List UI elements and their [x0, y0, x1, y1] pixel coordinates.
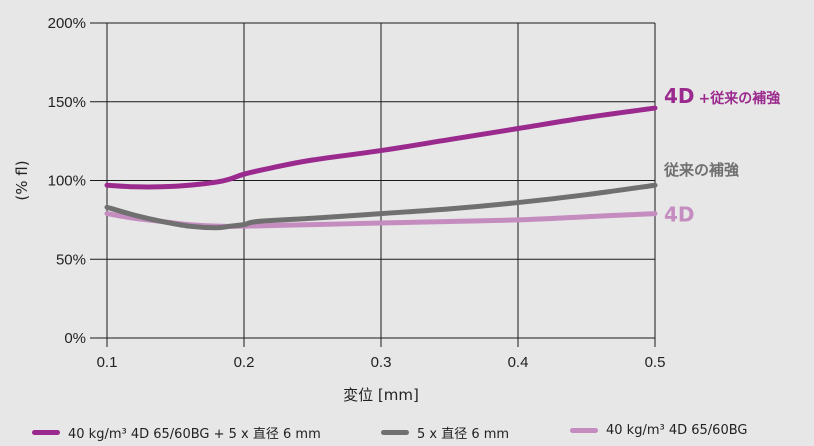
- y-tick-label: 0%: [64, 330, 86, 347]
- y-tick-label: 200%: [48, 15, 86, 32]
- legend-label: 40 kg/m³ 4D 65/60BG: [606, 423, 748, 438]
- annotation-main: 4D: [664, 84, 695, 108]
- x-axis-label: 変位 [mm]: [343, 386, 419, 404]
- legend: 40 kg/m³ 4D 65/60BG + 5 x 直径 6 mm 5 x 直径 …: [0, 423, 814, 443]
- legend-label: 5 x 直径 6 mm: [417, 427, 510, 442]
- series-annotation: 従来の補強: [663, 161, 739, 179]
- annotation-main: 4D: [664, 203, 695, 227]
- x-tick-label: 0.5: [645, 354, 666, 371]
- legend-swatch: [32, 430, 60, 435]
- x-tick-label: 0.3: [371, 354, 392, 371]
- y-tick-label: 100%: [48, 173, 86, 190]
- legend-item: 40 kg/m³ 4D 65/60BG + 5 x 直径 6 mm: [32, 423, 321, 442]
- legend-label: 40 kg/m³ 4D 65/60BG + 5 x 直径 6 mm: [68, 427, 321, 442]
- x-tick-label: 0.1: [97, 354, 118, 371]
- legend-item: 40 kg/m³ 4D 65/60BG: [570, 423, 747, 438]
- x-tick-label: 0.2: [234, 354, 255, 371]
- y-axis-label: (% fl): [13, 160, 31, 200]
- series-annotation: 4D: [664, 203, 695, 227]
- series-annotation: 4D +従来の補強: [664, 84, 780, 108]
- x-tick-label: 0.4: [508, 354, 529, 371]
- y-tick-label: 50%: [56, 251, 86, 268]
- annotation-main: 従来の補強: [663, 161, 739, 179]
- series-line-1: [104, 182, 658, 231]
- series-line-0: [104, 105, 658, 190]
- legend-swatch: [381, 430, 409, 435]
- legend-swatch: [570, 428, 598, 433]
- legend-item: 5 x 直径 6 mm: [381, 423, 509, 442]
- y-tick-label: 150%: [48, 94, 86, 111]
- line-chart: 0% 50% 100% 150% 200% 0.1 0.2 0.3 0.4 0.5 (% fl) 変位…: [13, 15, 780, 404]
- annotation-suffix: +従来の補強: [699, 90, 781, 107]
